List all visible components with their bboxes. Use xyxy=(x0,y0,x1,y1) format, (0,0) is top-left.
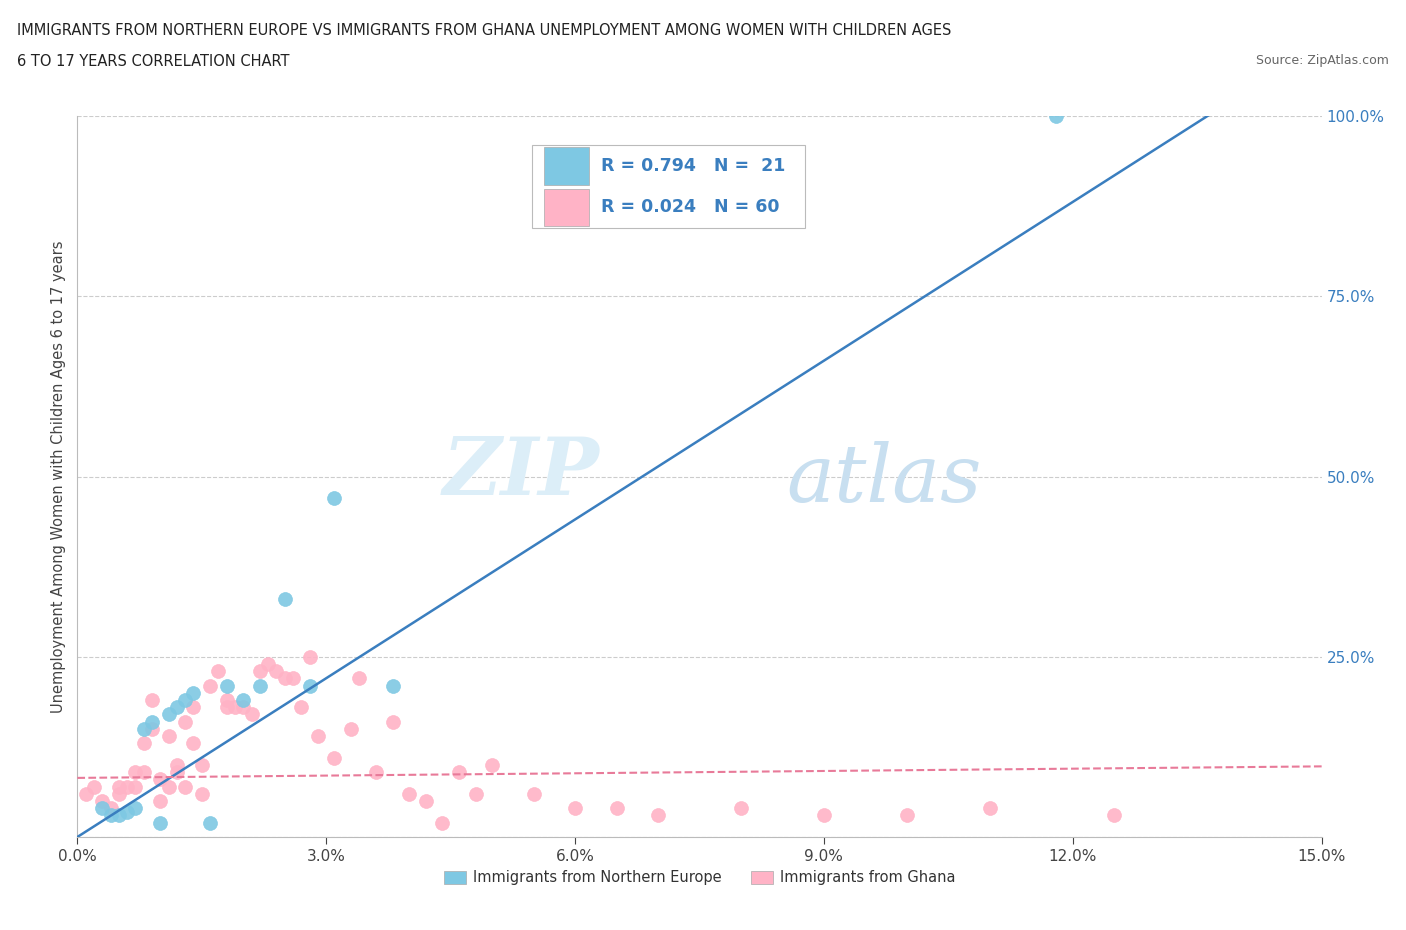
Point xyxy=(398,787,420,802)
Point xyxy=(564,801,586,816)
Point xyxy=(215,700,238,715)
Point xyxy=(896,808,918,823)
Point xyxy=(274,671,297,686)
Point xyxy=(124,801,146,816)
Text: R = 0.794   N =  21: R = 0.794 N = 21 xyxy=(602,157,786,175)
Point xyxy=(224,700,246,715)
Point xyxy=(290,700,312,715)
Point xyxy=(149,772,172,787)
Point xyxy=(141,693,163,708)
Point xyxy=(124,779,146,794)
Point xyxy=(191,787,214,802)
Point xyxy=(647,808,669,823)
Point xyxy=(447,764,470,779)
Point xyxy=(149,815,172,830)
Point xyxy=(183,736,205,751)
Point xyxy=(415,793,437,808)
Point xyxy=(100,808,122,823)
Point xyxy=(249,664,271,679)
Point xyxy=(198,815,221,830)
Point xyxy=(298,678,321,693)
Text: 6 TO 17 YEARS CORRELATION CHART: 6 TO 17 YEARS CORRELATION CHART xyxy=(17,54,290,69)
Point xyxy=(215,678,238,693)
Point xyxy=(157,729,180,744)
Point xyxy=(141,714,163,729)
Text: Source: ZipAtlas.com: Source: ZipAtlas.com xyxy=(1256,54,1389,67)
Point xyxy=(340,722,363,737)
Point xyxy=(266,664,288,679)
Point xyxy=(124,764,146,779)
Point xyxy=(307,729,329,744)
Y-axis label: Unemployment Among Women with Children Ages 6 to 17 years: Unemployment Among Women with Children A… xyxy=(51,240,66,713)
FancyBboxPatch shape xyxy=(544,189,589,226)
Point xyxy=(232,693,254,708)
Point xyxy=(207,664,229,679)
Point xyxy=(481,757,503,772)
Point xyxy=(730,801,752,816)
Point xyxy=(108,787,131,802)
Point xyxy=(240,707,263,722)
Point xyxy=(606,801,628,816)
Point xyxy=(198,678,221,693)
Point xyxy=(174,693,197,708)
Point xyxy=(132,764,155,779)
Point xyxy=(523,787,546,802)
Point xyxy=(323,751,346,765)
Point xyxy=(115,804,138,819)
Point xyxy=(108,779,131,794)
Point xyxy=(257,657,280,671)
Point xyxy=(979,801,1001,816)
Point xyxy=(100,801,122,816)
Point xyxy=(91,801,114,816)
Point xyxy=(364,764,387,779)
Point xyxy=(75,787,97,802)
Point xyxy=(232,700,254,715)
Text: R = 0.024   N = 60: R = 0.024 N = 60 xyxy=(602,198,780,217)
Point xyxy=(115,779,138,794)
Point xyxy=(108,808,131,823)
Point xyxy=(166,757,188,772)
Text: ZIP: ZIP xyxy=(443,434,600,512)
Point xyxy=(157,707,180,722)
Point xyxy=(215,693,238,708)
Text: IMMIGRANTS FROM NORTHERN EUROPE VS IMMIGRANTS FROM GHANA UNEMPLOYMENT AMONG WOME: IMMIGRANTS FROM NORTHERN EUROPE VS IMMIG… xyxy=(17,23,952,38)
Point xyxy=(91,793,114,808)
Point xyxy=(381,714,404,729)
Point xyxy=(174,779,197,794)
Point xyxy=(249,678,271,693)
Point xyxy=(183,685,205,700)
Point xyxy=(281,671,304,686)
FancyBboxPatch shape xyxy=(544,147,589,184)
Point xyxy=(432,815,454,830)
Point xyxy=(174,714,197,729)
Point xyxy=(166,764,188,779)
Point xyxy=(298,649,321,664)
Point xyxy=(149,793,172,808)
FancyBboxPatch shape xyxy=(531,145,806,228)
Point xyxy=(1104,808,1126,823)
Point xyxy=(141,722,163,737)
Point xyxy=(132,736,155,751)
Text: atlas: atlas xyxy=(786,442,981,519)
Point xyxy=(132,722,155,737)
Point xyxy=(83,779,105,794)
Legend: Immigrants from Northern Europe, Immigrants from Ghana: Immigrants from Northern Europe, Immigra… xyxy=(437,864,962,891)
Point xyxy=(813,808,835,823)
Point xyxy=(183,700,205,715)
Point xyxy=(274,591,297,606)
Point xyxy=(1045,109,1067,124)
Point xyxy=(166,700,188,715)
Point xyxy=(381,678,404,693)
Point xyxy=(349,671,371,686)
Point xyxy=(464,787,486,802)
Point xyxy=(157,779,180,794)
Point xyxy=(191,757,214,772)
Point xyxy=(323,491,346,506)
